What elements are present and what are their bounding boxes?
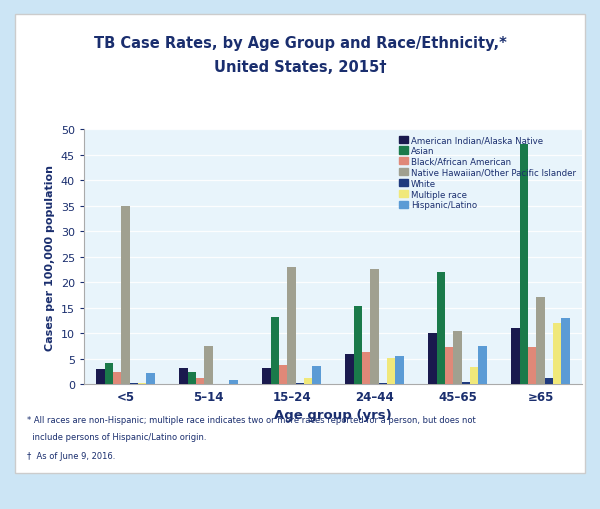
Bar bbox=[279, 365, 287, 384]
Bar bbox=[262, 368, 271, 384]
Bar bbox=[454, 331, 461, 384]
Bar bbox=[346, 355, 354, 384]
Bar bbox=[461, 382, 470, 384]
Bar bbox=[553, 323, 561, 384]
Bar bbox=[121, 206, 130, 384]
Bar bbox=[312, 366, 320, 384]
Bar bbox=[354, 306, 362, 384]
Text: include persons of Hispanic/Latino origin.: include persons of Hispanic/Latino origi… bbox=[27, 432, 206, 441]
Bar bbox=[296, 383, 304, 384]
Text: United States, 2015†: United States, 2015† bbox=[214, 60, 386, 75]
Bar bbox=[520, 145, 528, 384]
Bar bbox=[271, 317, 279, 384]
Bar bbox=[229, 380, 238, 384]
Bar bbox=[179, 368, 188, 384]
Bar bbox=[379, 383, 387, 384]
Bar bbox=[113, 373, 121, 384]
Bar bbox=[470, 367, 478, 384]
Bar bbox=[387, 358, 395, 384]
Text: TB Case Rates, by Age Group and Race/Ethnicity,*: TB Case Rates, by Age Group and Race/Eth… bbox=[94, 36, 506, 51]
Text: * All races are non-Hispanic; multiple race indicates two or more races reported: * All races are non-Hispanic; multiple r… bbox=[27, 415, 476, 425]
Bar bbox=[205, 346, 212, 384]
Bar bbox=[370, 270, 379, 384]
Text: †  As of June 9, 2016.: † As of June 9, 2016. bbox=[27, 451, 115, 460]
Y-axis label: Cases per 100,000 population: Cases per 100,000 population bbox=[45, 164, 55, 350]
Bar bbox=[428, 333, 437, 384]
Bar bbox=[511, 328, 520, 384]
Bar bbox=[130, 383, 138, 384]
Bar bbox=[536, 298, 545, 384]
Bar bbox=[146, 373, 155, 384]
Bar bbox=[97, 369, 105, 384]
X-axis label: Age group (yrs): Age group (yrs) bbox=[274, 408, 392, 421]
Bar bbox=[362, 352, 370, 384]
Bar bbox=[304, 378, 312, 384]
Bar bbox=[138, 383, 146, 384]
Bar bbox=[478, 346, 487, 384]
Bar bbox=[561, 318, 569, 384]
Bar bbox=[437, 272, 445, 384]
Bar bbox=[445, 348, 454, 384]
Bar bbox=[395, 356, 404, 384]
Bar bbox=[287, 267, 296, 384]
Legend: American Indian/Alaska Native, Asian, Black/African American, Native Hawaiian/Ot: American Indian/Alaska Native, Asian, Bl… bbox=[397, 134, 578, 212]
Bar bbox=[196, 378, 205, 384]
Bar bbox=[105, 363, 113, 384]
Bar bbox=[545, 378, 553, 384]
Bar bbox=[528, 348, 536, 384]
Bar bbox=[188, 373, 196, 384]
